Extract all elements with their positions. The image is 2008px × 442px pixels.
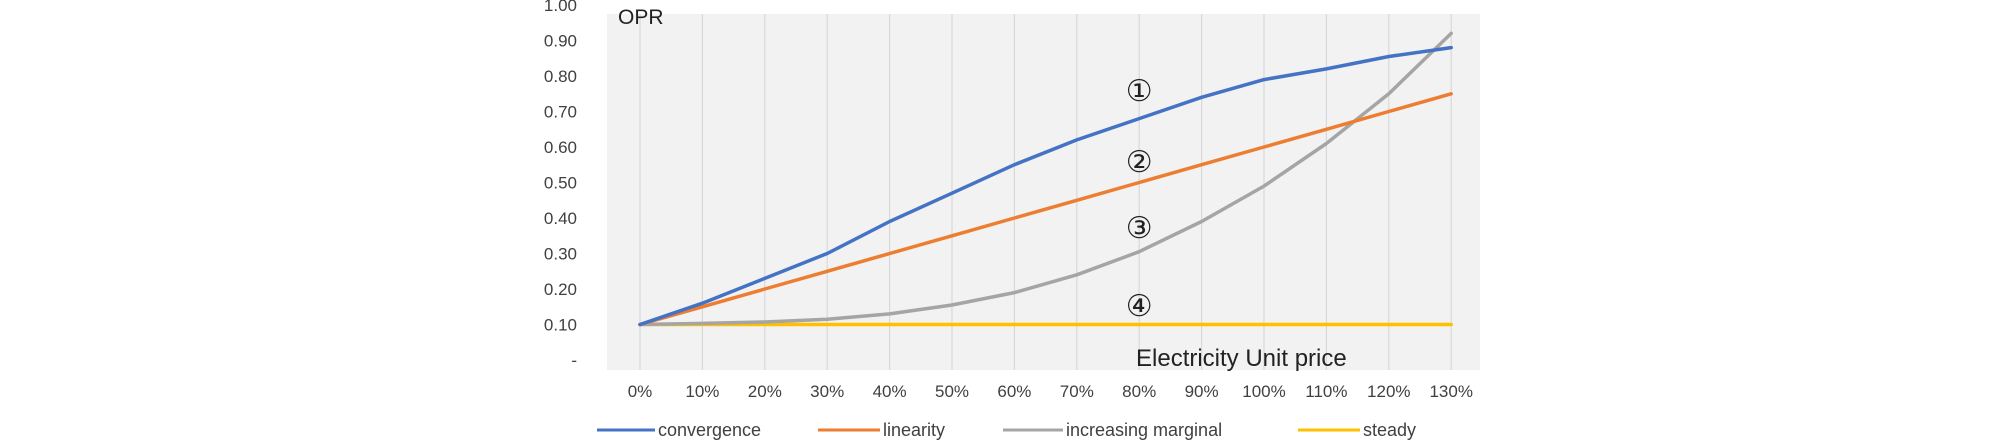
x-tick-label: 110% [1305, 382, 1347, 401]
y-tick-label: 0.90 [544, 32, 577, 51]
x-axis-ticks: 0% 10% 20% 30% 40% 50% 60% 70% 80% 90% 100% 110% 120… [628, 382, 1473, 401]
y-axis-title: OPR [618, 6, 664, 29]
legend-item-linearity[interactable]: linearity [818, 420, 945, 440]
x-tick-label: 80% [1122, 382, 1156, 401]
x-tick-label: 90% [1185, 382, 1219, 401]
x-tick-label: 100% [1242, 382, 1285, 401]
plot-area [607, 14, 1480, 370]
y-tick-label: 0.30 [544, 245, 577, 264]
annotation-3: ③ [1126, 211, 1153, 246]
y-tick-label: 0.40 [544, 209, 577, 228]
legend: convergence linearity increasing margina… [597, 420, 1416, 440]
legend-label: linearity [883, 420, 945, 440]
series-line-linearity [638, 92, 1453, 327]
legend-label: steady [1363, 420, 1416, 440]
legend-label: increasing marginal [1066, 420, 1222, 440]
y-tick-label: - [571, 351, 577, 370]
x-tick-label: 60% [997, 382, 1031, 401]
annotation-4: ④ [1126, 289, 1153, 324]
series-line-increasing-marginal [638, 31, 1453, 327]
y-tick-label: 0.50 [544, 174, 577, 193]
x-tick-label: 120% [1367, 382, 1410, 401]
y-tick-label: 0.10 [544, 316, 577, 335]
annotation-1: ① [1126, 74, 1153, 109]
legend-item-increasing-marginal[interactable]: increasing marginal [1003, 420, 1222, 440]
x-tick-label: 40% [873, 382, 907, 401]
y-tick-label: 1.00 [544, 0, 577, 15]
x-tick-label: 30% [810, 382, 844, 401]
x-tick-label: 70% [1060, 382, 1094, 401]
x-axis-title: Electricity Unit price [1136, 345, 1347, 372]
y-tick-label: 0.60 [544, 138, 577, 157]
series-line-convergence [638, 45, 1453, 327]
legend-label: convergence [658, 420, 761, 440]
x-tick-label: 130% [1429, 382, 1472, 401]
y-tick-label: 0.20 [544, 280, 577, 299]
series-lines [638, 31, 1453, 327]
x-tick-label: 50% [935, 382, 969, 401]
legend-item-steady[interactable]: steady [1298, 420, 1416, 440]
legend-item-convergence[interactable]: convergence [597, 420, 761, 440]
x-tick-label: 10% [685, 382, 719, 401]
x-tick-label: 20% [748, 382, 782, 401]
x-tick-label: 0% [628, 382, 653, 401]
annotation-2: ② [1126, 145, 1153, 180]
y-tick-label: 0.80 [544, 67, 577, 86]
y-tick-label: 0.70 [544, 103, 577, 122]
y-axis-ticks: - 0.10 0.20 0.30 0.40 0.50 0.60 0.70 0.80 0.90 1.0… [544, 0, 577, 370]
